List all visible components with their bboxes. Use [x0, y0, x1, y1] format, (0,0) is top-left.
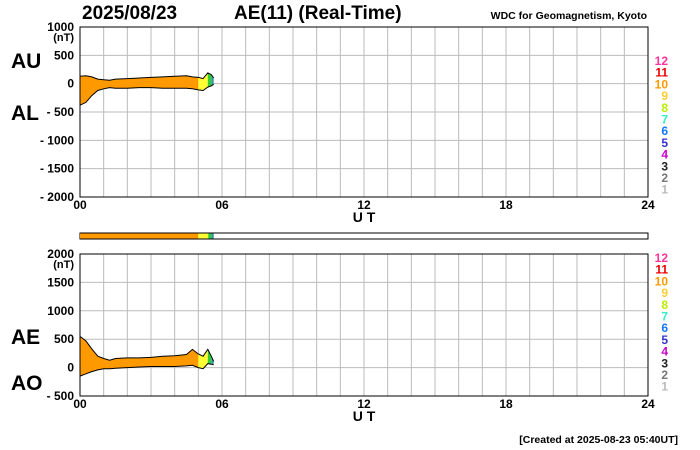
y-tick-label: 0 [67, 77, 74, 91]
y-tick-label: 1000 [47, 304, 74, 318]
legend-item: 5 [661, 333, 668, 347]
legend-item: 7 [661, 310, 668, 324]
y-tick-label: - 2000 [40, 190, 74, 204]
legend-item: 8 [661, 298, 668, 312]
x-tick-label: 18 [499, 397, 513, 411]
legend-item: 10 [655, 77, 669, 91]
ae-label: AE [11, 326, 41, 349]
au-al-panel: 1000 500 0 - 500 - 1000 - 1500 - 2000 (nT) 00 06 1… [40, 20, 655, 225]
al-label: AL [11, 102, 39, 125]
panel-frame [79, 26, 649, 198]
al-line [79, 83, 214, 106]
legend-item: 2 [661, 171, 668, 185]
legend-item: 1 [661, 183, 668, 197]
y-tick-label: - 500 [47, 389, 75, 403]
legend-item: 5 [661, 136, 668, 150]
p1-area-latest [207, 72, 212, 88]
index-title: AE(11) (Real-Time) [234, 3, 402, 24]
legend-item: 4 [661, 148, 668, 162]
y-tick-label: - 500 [47, 105, 75, 119]
legend-item: 12 [655, 54, 669, 68]
station-bar-segment [208, 233, 212, 239]
y-tick-label: 1500 [47, 275, 74, 289]
y-tick-label: 500 [54, 48, 74, 62]
p2-area-latest [207, 349, 212, 365]
y-tick-label: 500 [54, 332, 74, 346]
y-tick-label: 2000 [47, 247, 74, 261]
legend-item: 9 [661, 286, 668, 300]
y-tick-label: - 1000 [40, 133, 74, 147]
legend-item: 3 [661, 159, 668, 173]
panel-frame [79, 253, 649, 397]
unit-label: (nT) [53, 259, 74, 271]
y-tick-label: 0 [67, 361, 74, 375]
legend-item: 3 [661, 356, 668, 370]
unit-label: (nT) [53, 32, 74, 44]
x-axis-label: U T [353, 209, 376, 225]
legend-item: 4 [661, 345, 668, 359]
legend-item: 11 [655, 263, 668, 277]
p1-area-main [80, 75, 199, 106]
created-timestamp: [Created at 2025-08-23 05:40UT] [519, 434, 678, 446]
x-tick-label: 00 [73, 397, 87, 411]
ao-line [79, 363, 214, 377]
legend-item: 7 [661, 113, 668, 127]
legend-item: 8 [661, 101, 668, 115]
x-tick-label: 12 [357, 397, 371, 411]
x-tick-label: 18 [499, 198, 513, 212]
ae-line [79, 336, 215, 362]
station-bar-segment [198, 233, 209, 239]
source-label: WDC for Geomagnetism, Kyoto [490, 10, 647, 22]
x-tick-label: 06 [215, 198, 229, 212]
x-tick-label: 24 [641, 198, 655, 212]
legend-item: 11 [655, 66, 668, 80]
p1-area-recent [198, 72, 208, 91]
x-tick-label: 00 [73, 198, 87, 212]
legend-item: 10 [655, 274, 669, 288]
legend-item: 1 [661, 380, 668, 394]
au-label: AU [11, 50, 42, 73]
legend-item: 9 [661, 89, 668, 103]
x-tick-label: 12 [357, 198, 371, 212]
legend-item: 2 [661, 368, 668, 382]
station-count-bar [79, 232, 649, 240]
x-axis-label: U T [353, 408, 376, 424]
station-bar-segment [211, 233, 214, 239]
y-tick-label: 1000 [47, 20, 74, 34]
au-line [79, 72, 215, 81]
p2-area-recent [198, 349, 208, 369]
ae-ao-panel: 2000 1500 1000 500 0 - 500 (nT) 00 06 12 18 24 U T [47, 247, 655, 424]
ao-label: AO [11, 372, 43, 395]
legend-item: 6 [661, 124, 668, 138]
y-tick-label: - 1500 [40, 162, 74, 176]
x-tick-label: 06 [215, 397, 229, 411]
x-tick-label: 24 [641, 397, 655, 411]
date-title: 2025/08/23 [82, 3, 178, 24]
station-bar-segment [80, 233, 199, 239]
legend-item: 6 [661, 321, 668, 335]
legend-item: 12 [655, 251, 669, 265]
